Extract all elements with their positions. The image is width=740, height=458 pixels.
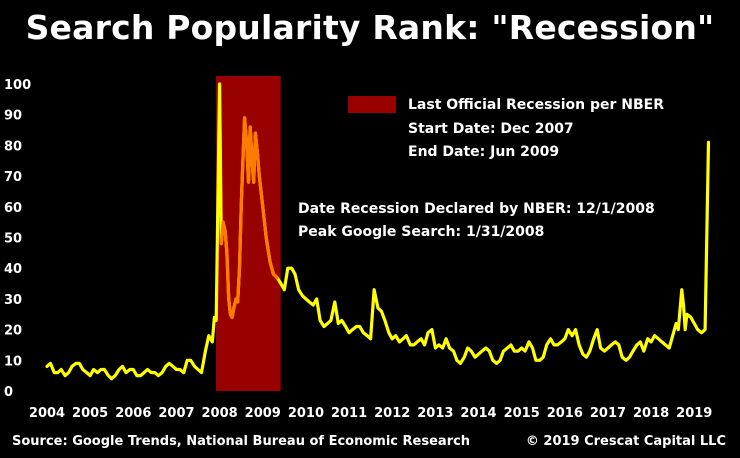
annotation-declared-date: Date Recession Declared by NBER: 12/1/20…: [298, 201, 655, 217]
series-line: [45, 82, 711, 381]
legend-label-recession: Last Official Recession per NBER: [408, 97, 664, 113]
y-tick-label: 100: [4, 78, 31, 93]
x-tick-label: 2012: [374, 406, 410, 421]
x-tick-label: 2011: [331, 406, 367, 421]
y-tick-label: 60: [4, 201, 22, 216]
y-tick-label: 70: [4, 170, 22, 185]
source-note: Source: Google Trends, National Bureau o…: [12, 434, 471, 449]
x-tick-label: 2006: [115, 406, 151, 421]
y-tick-label: 40: [4, 262, 22, 277]
x-tick-label: 2014: [460, 406, 496, 421]
y-tick-label: 80: [4, 139, 22, 154]
x-tick-label: 2010: [288, 406, 324, 421]
y-tick-label: 20: [4, 324, 22, 339]
y-axis: 0 10 20 30 40 50 60 70 80 90 100: [4, 78, 31, 400]
recession-start-label: Start Date: Dec 2007: [408, 121, 574, 137]
series-line-recession-segment: [219, 116, 279, 319]
x-tick-label: 2009: [245, 406, 281, 421]
y-tick-label: 90: [4, 109, 22, 124]
y-tick-label: 50: [4, 232, 22, 247]
x-tick-label: 2016: [547, 406, 583, 421]
y-tick-label: 30: [4, 293, 22, 308]
recession-end-label: End Date: Jun 2009: [408, 144, 559, 160]
x-tick-label: 2005: [72, 406, 108, 421]
annotation-peak-search: Peak Google Search: 1/31/2008: [298, 224, 544, 240]
x-tick-label: 2008: [202, 406, 238, 421]
y-tick-label: 0: [4, 385, 13, 400]
x-tick-label: 2004: [29, 406, 65, 421]
x-tick-label: 2019: [676, 406, 712, 421]
chart-title: Search Popularity Rank: "Recession": [25, 8, 715, 47]
y-tick-label: 10: [4, 354, 22, 369]
x-tick-label: 2015: [504, 406, 540, 421]
x-tick-label: 2017: [590, 406, 626, 421]
legend-swatch-recession: [348, 96, 396, 113]
x-axis: 2004 2005 2006 2007 2008 2009 2010 2011 2012 2013…: [29, 406, 712, 421]
x-tick-label: 2007: [158, 406, 194, 421]
copyright-note: © 2019 Crescat Capital LLC: [525, 434, 726, 449]
x-tick-label: 2018: [633, 406, 669, 421]
x-tick-label: 2013: [417, 406, 453, 421]
